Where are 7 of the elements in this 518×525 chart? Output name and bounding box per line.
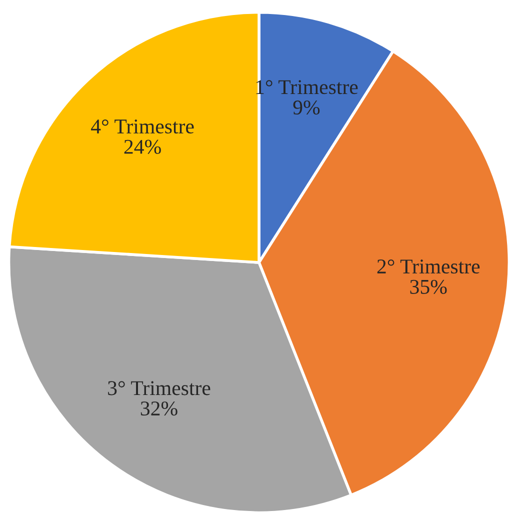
data-label: 35%: [410, 280, 447, 294]
slice-label: 4° Trimestre: [91, 119, 194, 134]
slice-label: 2° Trimestre: [377, 259, 480, 274]
data-label: 32%: [140, 401, 178, 416]
slice-label: 3° Trimestre: [108, 381, 210, 396]
data-label: 9%: [293, 100, 320, 115]
data-label: 24%: [124, 140, 161, 154]
